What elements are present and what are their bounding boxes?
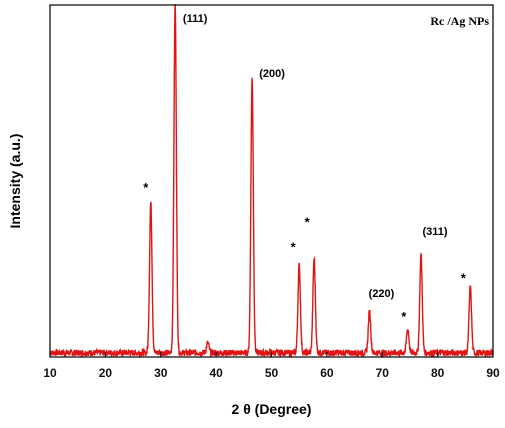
miller-index-label: (220) xyxy=(369,288,395,300)
plot-frame xyxy=(49,4,494,358)
x-tick-label: 80 xyxy=(431,366,445,380)
legend-label: Rc /Ag NPs xyxy=(430,14,489,28)
y-axis-title: Intensity (a.u.) xyxy=(7,134,23,229)
x-ticks: 10 20 30 40 50 60 70 80 90 xyxy=(43,352,500,380)
x-axis-title: 2 θ (Degree) xyxy=(232,401,312,417)
x-tick-label: 50 xyxy=(265,366,279,380)
peak-star: * xyxy=(291,239,297,254)
peak-star: * xyxy=(143,180,149,195)
peak-star: * xyxy=(401,309,407,324)
x-tick-label: 20 xyxy=(99,366,113,380)
peak-star: * xyxy=(461,271,467,286)
curve-layer xyxy=(49,4,494,359)
annotations: (111) (200) (220) (311) * * * * * xyxy=(143,13,467,324)
series-line-rc-ag-nps xyxy=(49,4,494,359)
miller-index-label: (200) xyxy=(259,68,285,80)
x-tick-label: 70 xyxy=(376,366,390,380)
miller-index-label: (111) xyxy=(183,13,208,25)
axis-layer xyxy=(49,4,494,358)
x-tick-label: 90 xyxy=(486,366,500,380)
x-tick-label: 40 xyxy=(209,366,223,380)
x-tick-label: 10 xyxy=(43,366,57,380)
miller-index-label: (311) xyxy=(422,226,447,238)
x-tick-label: 30 xyxy=(154,366,168,380)
x-tick-label: 60 xyxy=(320,366,334,380)
peak-star: * xyxy=(305,214,311,229)
